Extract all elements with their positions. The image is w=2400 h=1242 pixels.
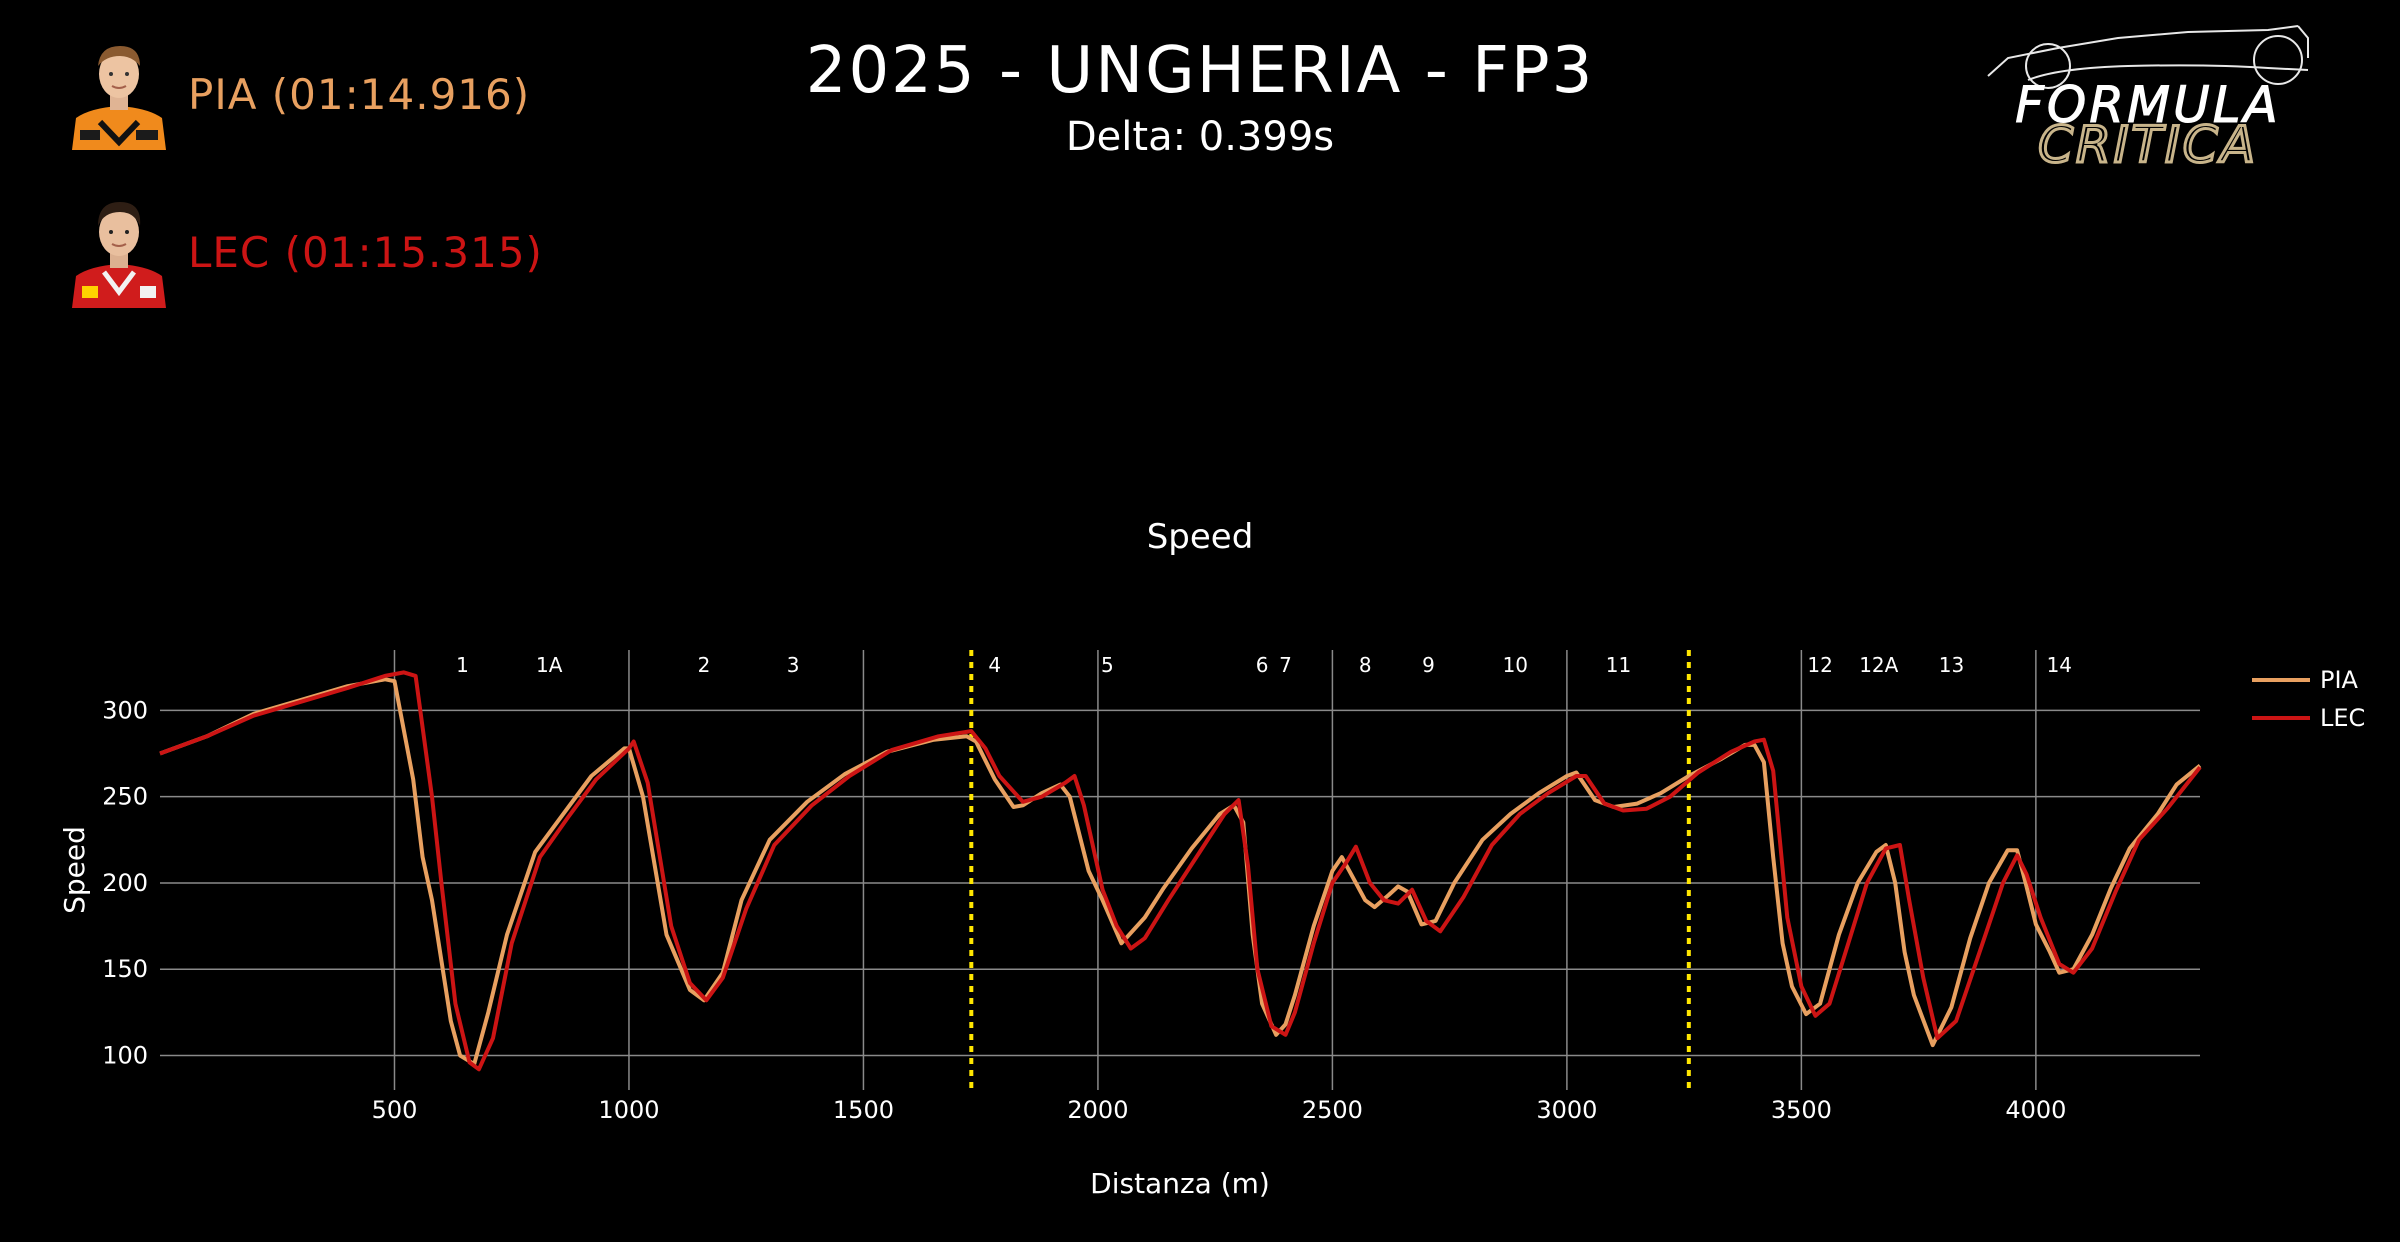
series-line-pia xyxy=(159,677,2202,1067)
formula-critica-logo: FORMULA CRITICA xyxy=(1968,18,2328,176)
corner-label: 3 xyxy=(787,653,800,677)
corner-label: 9 xyxy=(1422,653,1435,677)
page-title: 2025 - UNGHERIA - FP3 xyxy=(805,34,1595,108)
corner-label: 5 xyxy=(1101,653,1114,677)
corner-label: 12 xyxy=(1807,653,1832,677)
chart-title: Speed xyxy=(1147,517,1254,557)
logo-line2: CRITICA xyxy=(2038,116,2258,168)
avatar-pia xyxy=(70,38,168,150)
x-tick-labels: 500 1000 1500 2000 2500 3000 3500 4000 xyxy=(372,1096,2067,1124)
y-tick-label: 100 xyxy=(102,1041,148,1069)
driver-card-pia: PIA (01:14.916) xyxy=(70,38,530,150)
x-tick-label: 3500 xyxy=(1771,1096,1832,1124)
corner-label: 14 xyxy=(2047,653,2072,677)
y-tick-label: 200 xyxy=(102,869,148,897)
corner-label: 4 xyxy=(988,653,1001,677)
y-tick-label: 300 xyxy=(102,696,148,724)
header: 2025 - UNGHERIA - FP3 Delta: 0.399s xyxy=(0,34,2400,160)
x-tick-label: 500 xyxy=(372,1096,418,1124)
logo-line1: FORMULA xyxy=(2015,76,2281,134)
driver-label-lec: LEC (01:15.315) xyxy=(188,227,543,277)
y-axis-label: Speed xyxy=(58,826,91,914)
x-tick-label: 2000 xyxy=(1067,1096,1128,1124)
x-tick-label: 1000 xyxy=(598,1096,659,1124)
corner-label: 1A xyxy=(536,653,563,677)
driver-card-lec: LEC (01:15.315) xyxy=(70,196,543,308)
y-tick-labels: 100 150 200 250 300 xyxy=(102,696,148,1069)
series-line-lec xyxy=(159,670,2202,1072)
x-tick-label: 4000 xyxy=(2005,1096,2066,1124)
legend-label-lec: LEC xyxy=(2320,704,2365,732)
x-axis-label: Distanza (m) xyxy=(1090,1167,1270,1200)
corner-label: 6 xyxy=(1256,653,1269,677)
legend: PIA LEC xyxy=(2252,666,2365,732)
corner-label: 13 xyxy=(1939,653,1964,677)
race-car-outline-icon xyxy=(1987,25,2309,89)
y-tick-label: 150 xyxy=(102,955,148,983)
corner-labels: 1 1A 2 3 4 5 6 7 8 9 10 11 12 12A 13 14 xyxy=(456,653,2072,677)
corner-label: 1 xyxy=(456,653,469,677)
delta-subtitle: Delta: 0.399s xyxy=(1065,114,1335,160)
x-tick-label: 1500 xyxy=(833,1096,894,1124)
series-lines xyxy=(159,670,2202,1072)
legend-label-pia: PIA xyxy=(2320,666,2359,694)
corner-label: 12A xyxy=(1859,653,1898,677)
sector-lines xyxy=(969,650,1691,1090)
x-tick-label: 2500 xyxy=(1302,1096,1363,1124)
corner-label: 11 xyxy=(1606,653,1631,677)
y-tick-label: 250 xyxy=(102,783,148,811)
corner-label: 10 xyxy=(1503,653,1528,677)
corner-label: 7 xyxy=(1279,653,1292,677)
avatar-lec xyxy=(70,196,168,308)
corner-label: 2 xyxy=(698,653,711,677)
corner-label: 8 xyxy=(1359,653,1372,677)
x-tick-label: 3000 xyxy=(1536,1096,1597,1124)
driver-label-pia: PIA (01:14.916) xyxy=(188,69,531,119)
